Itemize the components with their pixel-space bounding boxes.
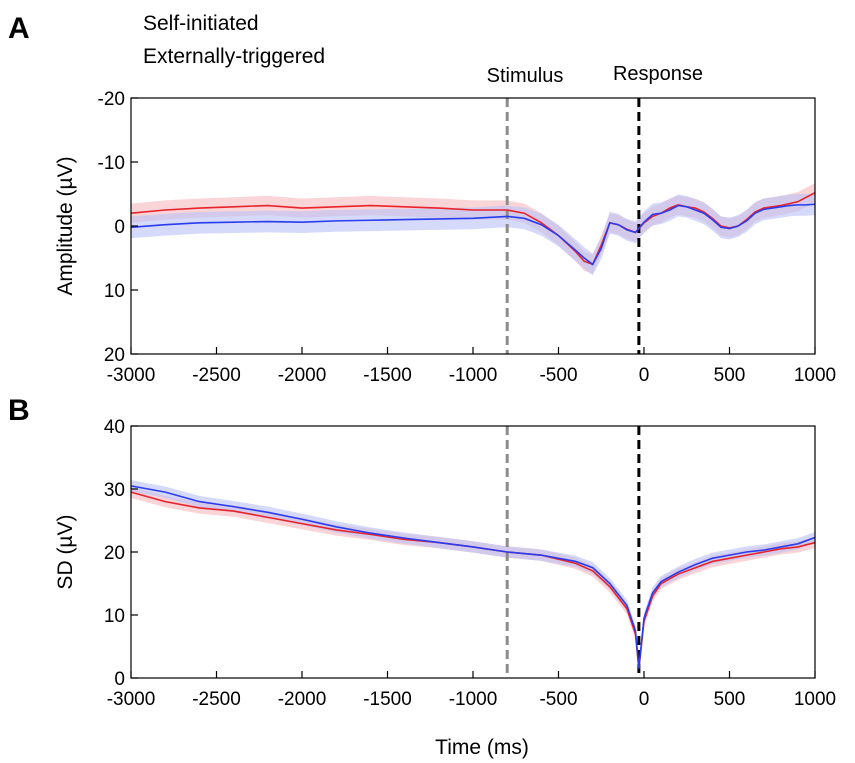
panel-a-x-tick-label: -2000 bbox=[278, 365, 327, 386]
panel-b-x-tick-label: -1500 bbox=[363, 689, 412, 710]
panel-b-y-tick-label: 20 bbox=[104, 543, 125, 564]
panel-a-letter: A bbox=[8, 12, 30, 45]
stimulus-annotation: Stimulus bbox=[487, 65, 564, 87]
panel-b-line-externally-triggered bbox=[130, 485, 816, 669]
x-axis-label: Time (ms) bbox=[435, 736, 529, 759]
panel-b-x-tick-label: -2500 bbox=[192, 689, 241, 710]
panel-b-y-tick-label: 40 bbox=[104, 417, 125, 438]
panel-b-x-tick-label: -500 bbox=[539, 689, 577, 710]
panel-a-line-externally-triggered bbox=[130, 203, 816, 266]
panel-a-x-tick-label: -1000 bbox=[449, 365, 498, 386]
panel-b-y-tick-label: 30 bbox=[104, 480, 125, 501]
panel-a-chart: -3000 -2500 -2000 -1500 -1000 -500 0 500 1000 -20… bbox=[54, 89, 836, 386]
legend-externally-triggered: Externally-triggered bbox=[143, 45, 325, 68]
panel-b-y-tick-label: 0 bbox=[114, 669, 125, 690]
panel-b-x-tick-label: 0 bbox=[639, 689, 650, 710]
panel-a-x-tick-label: -3000 bbox=[107, 365, 156, 386]
panel-b-line-self-initiated bbox=[130, 491, 816, 669]
legend-self-initiated: Self-initiated bbox=[143, 12, 259, 35]
panel-a-band-externally-triggered bbox=[131, 193, 815, 276]
panel-b-x-tick-label: 500 bbox=[714, 689, 746, 710]
panel-a-x-tick-label: -2500 bbox=[192, 365, 241, 386]
panel-b-letter: B bbox=[8, 394, 30, 427]
panel-b-x-tick-label: -2000 bbox=[278, 689, 327, 710]
panel-b-x-tick-label: 1000 bbox=[794, 689, 836, 710]
panel-b-y-tick-label: 10 bbox=[104, 606, 125, 627]
panel-a-x-tick-label: 500 bbox=[714, 365, 746, 386]
panel-a-x-tick-label: 0 bbox=[639, 365, 650, 386]
panel-b-y-axis-label: SD (µV) bbox=[54, 514, 77, 589]
panel-a-y-tick-label: -10 bbox=[98, 153, 125, 174]
panel-a-y-tick-label: 0 bbox=[114, 217, 125, 238]
panel-b-band-self-initiated bbox=[131, 486, 815, 675]
panel-a-band-self-initiated bbox=[131, 183, 815, 274]
panel-a-y-tick-label: 20 bbox=[104, 345, 125, 366]
panel-b-band-externally-triggered bbox=[131, 480, 815, 675]
panel-a-y-tick-label: -20 bbox=[98, 89, 125, 110]
panel-b-x-tick-label: -1000 bbox=[449, 689, 498, 710]
response-annotation: Response bbox=[613, 63, 703, 85]
panel-a-y-tick-label: 10 bbox=[104, 281, 125, 302]
panel-b-chart: -3000 -2500 -2000 -1500 -1000 -500 0 500 1000 0 10… bbox=[54, 417, 836, 710]
panel-a-x-tick-label: 1000 bbox=[794, 365, 836, 386]
panel-a-y-axis-label: Amplitude (µV) bbox=[54, 156, 77, 295]
panel-a-x-tick-label: -500 bbox=[539, 365, 577, 386]
panel-a-x-tick-label: -1500 bbox=[363, 365, 412, 386]
panel-b-x-tick-label: -3000 bbox=[107, 689, 156, 710]
